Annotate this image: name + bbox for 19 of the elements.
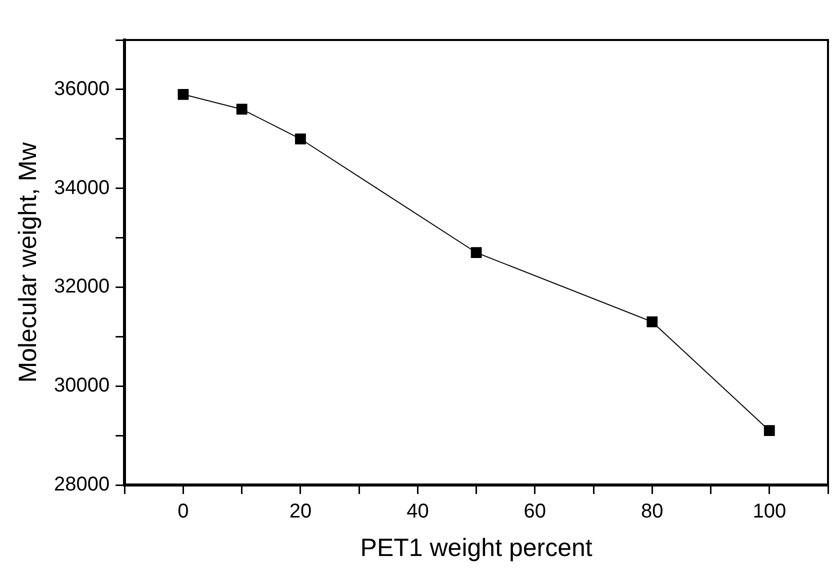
x-axis-title: PET1 weight percent: [360, 534, 592, 562]
y-tick-label: 30000: [54, 374, 110, 397]
point: [470, 247, 482, 258]
y-tick-label: 34000: [54, 176, 110, 199]
point: [764, 425, 775, 436]
x-tick-label: 20: [289, 500, 312, 523]
point: [646, 316, 658, 328]
y-tick-label: 32000: [54, 276, 110, 298]
x-tick-label: 80: [641, 500, 664, 523]
y-tick-label: 36000: [54, 78, 110, 100]
point: [236, 104, 248, 115]
x-tick-label: 100: [752, 500, 786, 523]
x-tick-label: 40: [406, 500, 429, 523]
y-axis-title: Molecular weight, Mw: [14, 141, 42, 383]
point: [295, 133, 306, 144]
x-tick-label: 0: [178, 500, 189, 523]
x-tick-label: 60: [524, 500, 546, 523]
y-tick-label: 28000: [54, 474, 110, 496]
point: [178, 88, 189, 100]
